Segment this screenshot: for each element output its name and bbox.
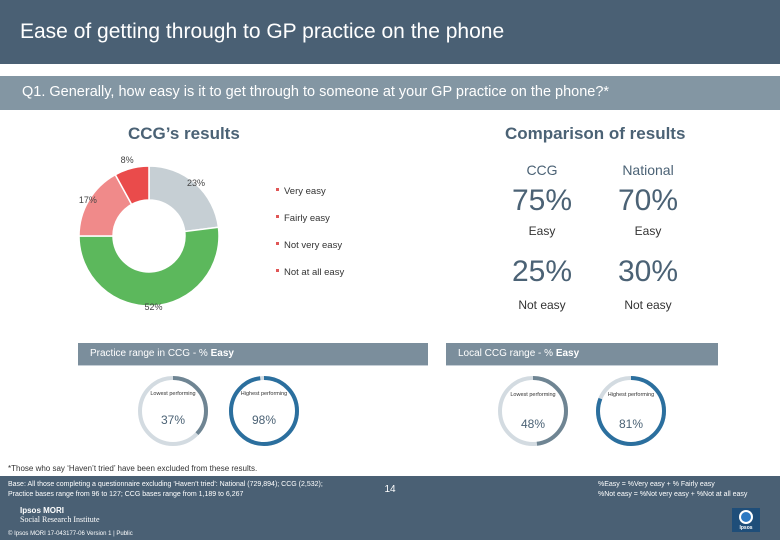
ccg-not-easy-label: Not easy bbox=[518, 298, 566, 312]
ccg-range-bar: Local CCG range - % Easy bbox=[446, 343, 718, 365]
logo-line-1: Ipsos MORI bbox=[20, 506, 65, 515]
ccg-highest-gauge bbox=[596, 376, 666, 446]
footer-bar bbox=[0, 476, 780, 540]
practice-lowest-gauge bbox=[138, 376, 208, 446]
question-text: Q1. Generally, how easy is it to get thr… bbox=[22, 84, 610, 100]
ccg-not-easy-value: 25% bbox=[511, 255, 573, 288]
ipsos-mori-logo: Ipsos MORI Social Research Institute bbox=[20, 506, 100, 524]
donut-slice-very-easy bbox=[148, 165, 220, 233]
logo-line-2: Social Research Institute bbox=[20, 515, 100, 524]
footnote: *Those who say ‘Haven’t tried’ have been… bbox=[8, 464, 258, 473]
donut-svg bbox=[78, 165, 220, 307]
practice-range-bar: Practice range in CCG - % Easy bbox=[78, 343, 428, 365]
practice-range-label-prefix: Practice range in CCG - % bbox=[90, 348, 211, 359]
national-column-heading: National bbox=[622, 162, 674, 178]
donut-label-not-very-easy: 17% bbox=[78, 194, 97, 205]
ccg-range-divider bbox=[446, 365, 718, 366]
practice-highest-gauge bbox=[229, 376, 299, 446]
practice-range-label-bold: Easy bbox=[210, 348, 234, 359]
ccg-results-heading: CCG’s results bbox=[128, 124, 240, 143]
practice-highest-label: Highest performing bbox=[240, 391, 288, 397]
comparison-heading: Comparison of results bbox=[505, 124, 686, 143]
practice-range-label: Practice range in CCG - % Easy bbox=[90, 348, 234, 359]
practice-highest-value: 98% bbox=[251, 413, 277, 427]
base-line-2: Practice bases range from 96 to 127; CCG… bbox=[8, 491, 244, 498]
ccg-lowest-label: Lowest performing bbox=[510, 392, 556, 398]
ccg-range-label-bold: Easy bbox=[555, 348, 580, 359]
copyright: © Ipsos MORI 17-043177-06 Version 1 | Pu… bbox=[8, 531, 133, 537]
practice-lowest-label: Lowest performing bbox=[150, 391, 196, 397]
not-easy-definition: %Not easy = %Not very easy + %Not at all… bbox=[598, 491, 748, 498]
easy-definition: %Easy = %Very easy + % Fairly easy bbox=[598, 481, 715, 488]
ccg-range-label: Local CCG range - % Easy bbox=[458, 348, 579, 359]
base-line-1: Base: All those completing a questionnai… bbox=[8, 481, 323, 488]
gauge-fill bbox=[596, 376, 666, 446]
practice-lowest-value: 37% bbox=[160, 413, 186, 427]
results-donut-chart bbox=[78, 165, 220, 307]
donut-label-not-at-all-easy: 8% bbox=[120, 155, 134, 166]
title-bar: Ease of getting through to GP practice o… bbox=[0, 0, 780, 64]
question-bar: Q1. Generally, how easy is it to get thr… bbox=[0, 76, 780, 110]
ccg-lowest-value: 48% bbox=[520, 417, 546, 431]
donut-label-very-easy: 23% bbox=[186, 177, 205, 188]
ccg-lowest-gauge bbox=[498, 376, 568, 446]
donut-slice-not-at-all-easy bbox=[114, 165, 150, 206]
national-not-easy-value: 30% bbox=[617, 255, 679, 288]
donut-label-fairly-easy: 52% bbox=[144, 301, 163, 312]
legend-label: Very easy bbox=[284, 186, 326, 197]
gauge-fill bbox=[138, 376, 208, 446]
legend-item-very-easy: Very easy bbox=[276, 186, 416, 197]
ccg-easy-value: 75% bbox=[511, 184, 573, 217]
legend-swatch bbox=[276, 214, 279, 218]
donut-slice-fairly-easy bbox=[78, 226, 220, 307]
legend-swatch bbox=[276, 268, 279, 272]
ccg-highest-label: Highest performing bbox=[607, 392, 655, 398]
page-title: Ease of getting through to GP practice o… bbox=[20, 20, 505, 43]
ipsos-brand-icon: Ipsos bbox=[732, 508, 760, 532]
practice-range-divider bbox=[78, 365, 428, 366]
gauge-fill bbox=[498, 376, 568, 446]
legend-swatch bbox=[276, 187, 279, 191]
page-number: 14 bbox=[384, 484, 396, 495]
ccg-column-heading: CCG bbox=[526, 162, 558, 178]
ccg-highest-value: 81% bbox=[618, 417, 644, 431]
legend-item-not-very-easy: Not very easy bbox=[276, 240, 416, 251]
national-easy-value: 70% bbox=[617, 184, 679, 217]
national-easy-label: Easy bbox=[634, 224, 662, 238]
ccg-range-label-prefix: Local CCG range - % bbox=[458, 348, 556, 359]
legend-label: Not at all easy bbox=[284, 267, 345, 278]
gauge-fill bbox=[229, 376, 299, 446]
legend-item-not-at-all-easy: Not at all easy bbox=[276, 267, 416, 278]
ipsos-brand-text: Ipsos bbox=[739, 525, 752, 531]
national-not-easy-label: Not easy bbox=[624, 298, 672, 312]
legend-label: Not very easy bbox=[284, 240, 343, 251]
legend-label: Fairly easy bbox=[284, 213, 330, 224]
ccg-easy-label: Easy bbox=[528, 224, 556, 238]
legend-swatch bbox=[276, 241, 279, 245]
legend-item-fairly-easy: Fairly easy bbox=[276, 213, 416, 224]
